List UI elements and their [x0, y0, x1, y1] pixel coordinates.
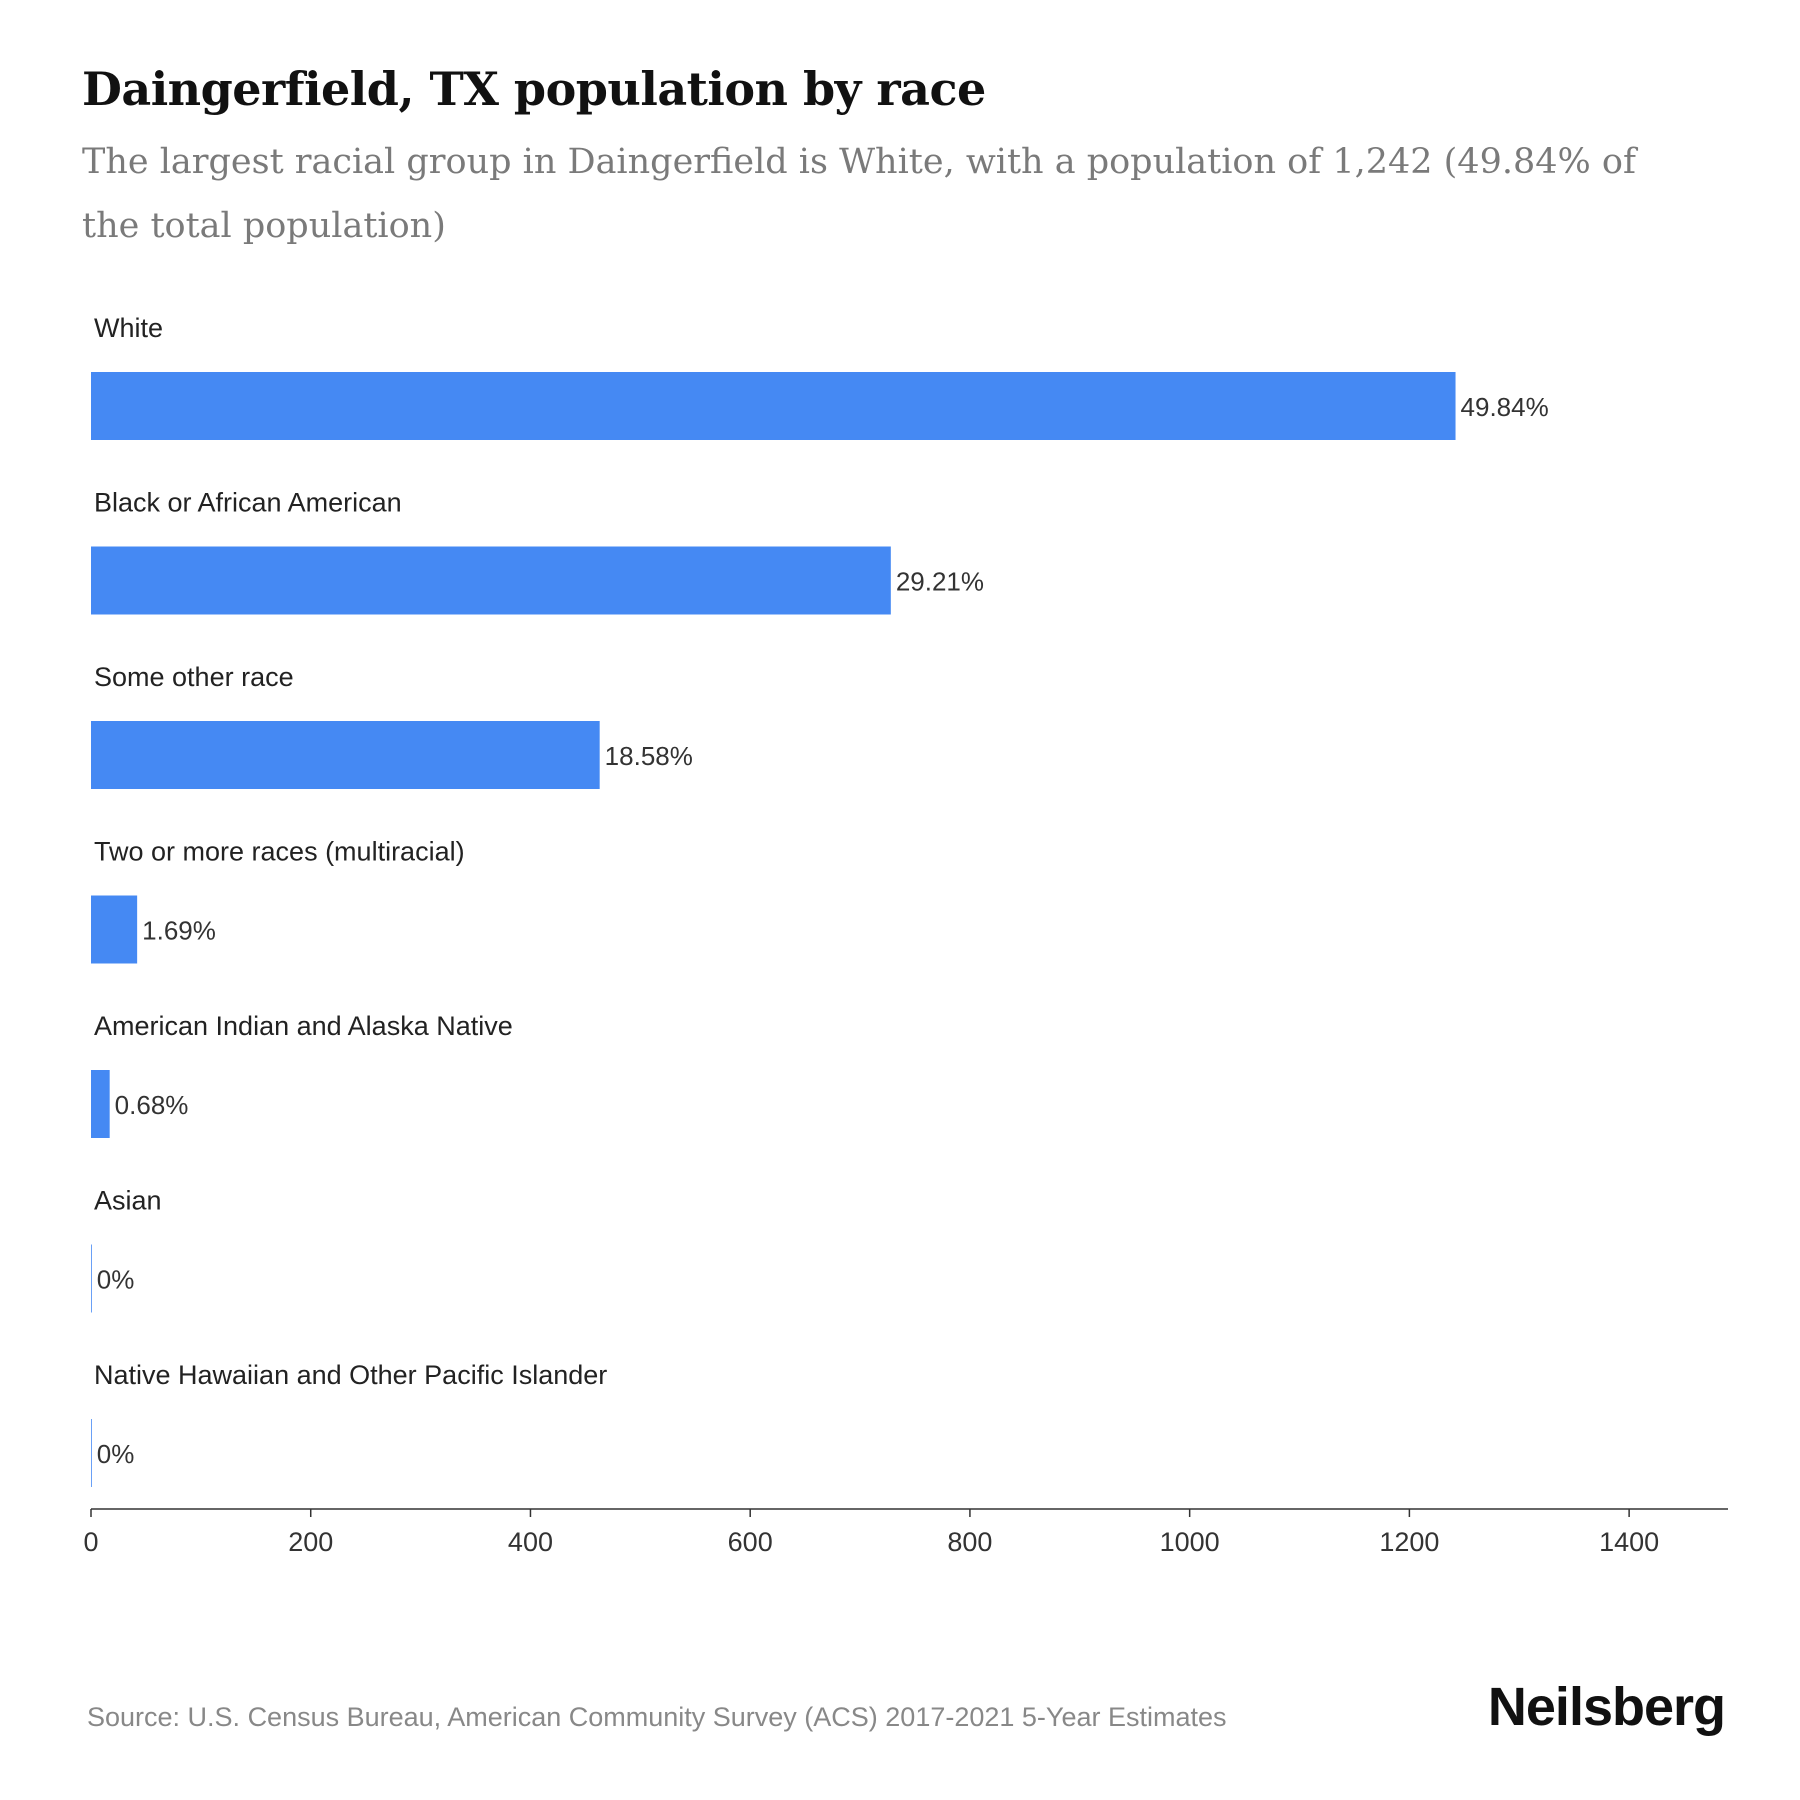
x-tick-label: 1200: [1379, 1527, 1439, 1557]
brand-logo: Neilsberg: [1487, 1677, 1726, 1737]
value-label: 0%: [97, 1439, 135, 1469]
category-label: Asian: [94, 1186, 162, 1216]
bar: [91, 1244, 92, 1313]
bar: [91, 372, 1456, 440]
value-label: 1.69%: [142, 916, 216, 946]
bar: [91, 1419, 92, 1487]
x-tick-label: 1000: [1160, 1527, 1220, 1557]
value-label: 49.84%: [1461, 392, 1549, 422]
bar: [91, 895, 138, 964]
bar-chart: White 49.84% Black or African American 29.2…: [83, 313, 1728, 1557]
category-label: American Indian and Alaska Native: [94, 1011, 513, 1041]
x-tick-label: 200: [288, 1527, 333, 1557]
chart-subtitle: The largest racial group in Daingerfield…: [82, 142, 1636, 246]
category-label: Some other race: [94, 662, 294, 692]
x-tick-label: 0: [83, 1527, 98, 1557]
category-label: Black or African American: [94, 488, 402, 518]
value-label: 0%: [97, 1265, 135, 1295]
x-tick-label: 800: [947, 1527, 992, 1557]
chart-title: Daingerfield, TX population by race: [82, 62, 986, 116]
value-label: 18.58%: [605, 741, 693, 771]
bar: [91, 1070, 110, 1138]
bar: [91, 546, 891, 615]
x-tick-label: 400: [508, 1527, 553, 1557]
category-label: Native Hawaiian and Other Pacific Island…: [94, 1360, 607, 1390]
value-label: 29.21%: [896, 567, 984, 597]
category-label: White: [94, 313, 163, 343]
bar: [91, 721, 600, 789]
x-tick-label: 1400: [1599, 1527, 1659, 1557]
x-tick-label: 600: [728, 1527, 773, 1557]
category-label: Two or more races (multiracial): [94, 837, 465, 867]
value-label: 0.68%: [115, 1090, 189, 1120]
source-note: Source: U.S. Census Bureau, American Com…: [87, 1702, 1227, 1732]
